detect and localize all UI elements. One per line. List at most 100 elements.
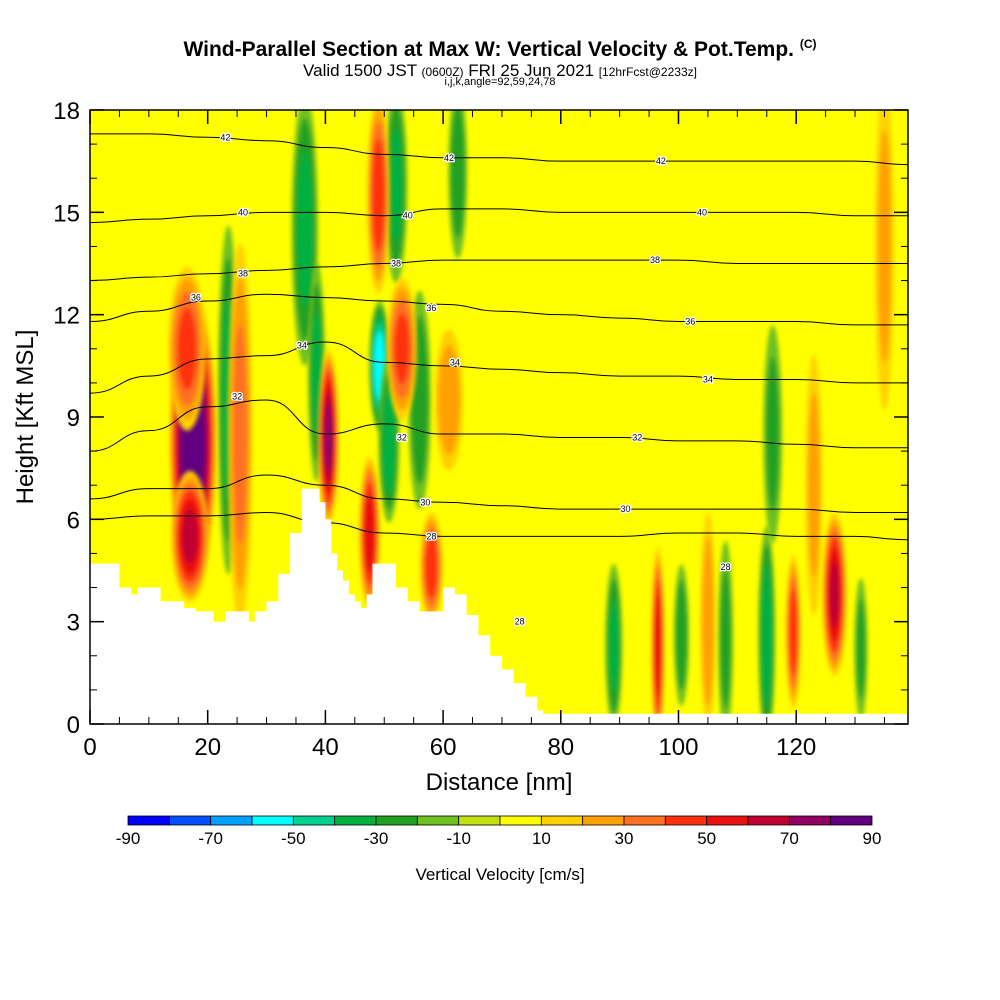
colorbar-swatch bbox=[168, 815, 212, 826]
theta-contour-label: 32 bbox=[232, 392, 242, 402]
theta-contour-label: 40 bbox=[697, 207, 707, 217]
velocity-level bbox=[654, 594, 662, 697]
downdraft-cell bbox=[718, 540, 734, 724]
updraft-cell bbox=[367, 110, 390, 294]
updraft-cell bbox=[822, 512, 847, 677]
updraft-cell bbox=[434, 328, 464, 471]
vertical-velocity-field bbox=[168, 110, 894, 724]
y-tick-label: 3 bbox=[67, 610, 80, 637]
x-tick-label: 120 bbox=[776, 734, 816, 761]
forecast-info: [12hrFcst@2233z] bbox=[598, 65, 697, 79]
theta-contour-label: 28 bbox=[721, 562, 731, 572]
velocity-level bbox=[177, 307, 197, 390]
colorbar-swatch bbox=[127, 815, 170, 826]
y-tick-label: 0 bbox=[67, 712, 80, 739]
velocity-level bbox=[450, 110, 466, 240]
theta-contour-label: 32 bbox=[397, 432, 407, 442]
potential-temperature-contours bbox=[90, 133, 908, 541]
colorbar-swatch bbox=[499, 815, 542, 826]
contour-labels: 28 28 28 30 30 32 32 32 34 34 34 36 36 36 38 38 38 40 40 40… bbox=[190, 131, 732, 628]
updraft-cell bbox=[317, 350, 339, 525]
velocity-level bbox=[364, 493, 375, 573]
colorbar-swatch bbox=[664, 815, 708, 826]
theta-contour bbox=[90, 512, 908, 541]
velocity-level bbox=[788, 587, 798, 677]
downdraft-cell bbox=[605, 563, 623, 724]
updraft-cell bbox=[171, 470, 209, 602]
theta-contour-label: 30 bbox=[420, 497, 430, 507]
velocity-level bbox=[702, 537, 714, 707]
theta-contour bbox=[90, 341, 908, 394]
x-tick-label: 0 bbox=[83, 734, 96, 761]
x-tick-label: 100 bbox=[658, 734, 698, 761]
velocity-level bbox=[877, 130, 892, 363]
theta-contour-label: 42 bbox=[444, 153, 454, 163]
colorbar-tick-label: 10 bbox=[532, 829, 551, 848]
updraft-cell bbox=[168, 266, 206, 431]
y-axis-label: Height [Kft MSL] bbox=[12, 330, 39, 505]
chart-title-text: Wind-Parallel Section at Max W: Vertical… bbox=[183, 38, 794, 61]
downdraft-cell bbox=[854, 578, 868, 720]
colorbar-tick-label: 50 bbox=[697, 829, 716, 848]
theta-contour bbox=[90, 293, 908, 326]
x-tick-label: 20 bbox=[194, 734, 221, 761]
theta-contour-label: 42 bbox=[220, 132, 230, 142]
colorbar-tick-label: -30 bbox=[364, 829, 389, 848]
velocity-level bbox=[424, 535, 438, 599]
y-tick-label: 9 bbox=[67, 405, 80, 432]
chart-subtitle: Valid 1500 JST (0600Z) FRI 25 Jun 2021 [… bbox=[0, 61, 1000, 81]
colorbar-swatch bbox=[747, 815, 790, 826]
theta-contour-label: 38 bbox=[238, 269, 248, 279]
terrain-shape bbox=[90, 488, 908, 724]
colorbar-swatch bbox=[375, 815, 418, 826]
velocity-level bbox=[765, 356, 780, 512]
velocity-level bbox=[761, 563, 773, 707]
theta-contour bbox=[90, 399, 908, 452]
colorbar-tick-label: 30 bbox=[615, 829, 634, 848]
velocity-level bbox=[720, 569, 731, 709]
colorbar-tick-label: -10 bbox=[446, 829, 471, 848]
theta-contour-label: 34 bbox=[297, 340, 307, 350]
downdraft-cell bbox=[448, 110, 468, 259]
velocity-level bbox=[232, 323, 248, 545]
colorbar-tick-label: 70 bbox=[780, 829, 799, 848]
chart-params: i,j,k,angle=92,59,24,78 bbox=[444, 76, 556, 88]
colorbar-swatch bbox=[788, 815, 832, 826]
colorbar-tick-label: -70 bbox=[198, 829, 223, 848]
theta-contour-label: 36 bbox=[685, 316, 695, 326]
velocity-level bbox=[382, 387, 396, 495]
updraft-cell bbox=[805, 354, 823, 617]
downdraft-cell bbox=[758, 526, 776, 724]
title-mark: (C) bbox=[799, 37, 817, 51]
y-tick-label: 12 bbox=[53, 303, 80, 330]
updraft-cell bbox=[875, 110, 894, 411]
colorbar-swatch bbox=[830, 815, 873, 826]
y-tick-label: 15 bbox=[53, 200, 80, 227]
updraft-cell bbox=[651, 547, 665, 724]
colorbar-swatch bbox=[582, 815, 625, 826]
theta-contour bbox=[90, 474, 908, 514]
colorbar-tick-label: 90 bbox=[863, 829, 882, 848]
colorbar-tick-label: -90 bbox=[116, 829, 141, 848]
theta-contour-label: 40 bbox=[238, 207, 248, 217]
theta-contour bbox=[90, 208, 908, 224]
valid-date: FRI 25 Jun 2021 bbox=[468, 61, 594, 80]
colorbar-swatch bbox=[416, 815, 460, 826]
colorbar-label: Vertical Velocity [cm/s] bbox=[415, 865, 584, 884]
theta-contour-label: 28 bbox=[515, 617, 525, 627]
theta-contour-label: 28 bbox=[426, 531, 436, 541]
theta-contour-label: 34 bbox=[703, 374, 713, 384]
colorbar-swatch bbox=[540, 815, 584, 826]
velocity-level bbox=[608, 598, 619, 693]
velocity-level bbox=[389, 128, 403, 242]
velocity-level bbox=[856, 598, 866, 700]
velocity-level bbox=[394, 313, 410, 385]
velocity-level bbox=[371, 138, 385, 252]
valid-utc: (0600Z) bbox=[421, 65, 464, 79]
chart-title: Wind-Parallel Section at Max W: Vertical… bbox=[0, 37, 1000, 62]
colorbar-swatch bbox=[251, 815, 294, 826]
downdraft-cell bbox=[673, 564, 689, 707]
theta-contour-label: 34 bbox=[450, 357, 460, 367]
colorbar-tick-label: -50 bbox=[281, 829, 306, 848]
